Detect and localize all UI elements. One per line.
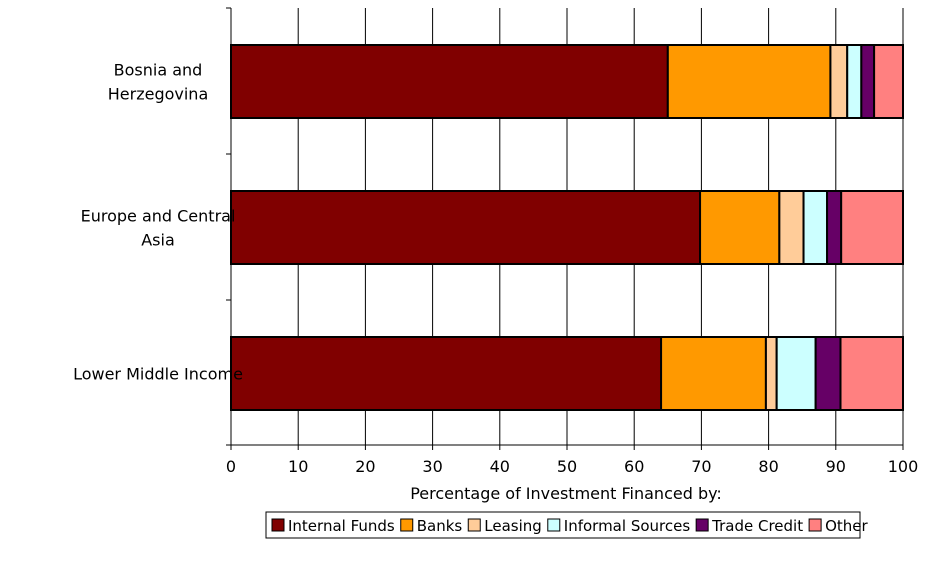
bar-segment-internal-funds: [230, 44, 669, 119]
bar-segment-banks: [699, 190, 781, 265]
bar-segment-other: [839, 336, 905, 411]
category-label: Bosnia and: [114, 61, 203, 80]
axes: [226, 7, 904, 450]
bar-segment-trade-credit: [814, 336, 842, 411]
bar-segment-trade-credit: [860, 44, 876, 119]
x-axis-title: Percentage of Investment Financed by:: [410, 484, 722, 503]
bar-segment-informal-sources: [775, 336, 817, 411]
bar-segment-informal-sources: [846, 44, 863, 119]
legend-label: Trade Credit: [711, 517, 803, 535]
legend-swatch: [467, 518, 481, 532]
x-tick-label: 60: [624, 457, 644, 476]
legend-swatch: [808, 518, 822, 532]
legend-swatch: [400, 518, 414, 532]
bar-segment-banks: [666, 44, 832, 119]
legend-label: Banks: [417, 517, 463, 535]
legend-swatch: [547, 518, 561, 532]
x-tick-label: 90: [826, 457, 846, 476]
x-tick-label: 100: [888, 457, 919, 476]
x-tick-label: 70: [691, 457, 711, 476]
x-tick-labels: 0 10 20 30 40 50 60 70 80 90 100: [226, 457, 918, 476]
bar-segment-trade-credit: [826, 190, 843, 265]
legend-label: Internal Funds: [288, 517, 395, 535]
category-labels: Bosnia and Herzegovina Europe and Central A…: [73, 61, 243, 384]
legend-label: Informal Sources: [564, 517, 691, 535]
category-label: Lower Middle Income: [73, 365, 243, 384]
x-tick-label: 0: [226, 457, 236, 476]
bar-segment-other: [840, 190, 905, 265]
x-tick-label: 10: [288, 457, 308, 476]
category-label: Asia: [141, 231, 175, 250]
x-tick-label: 30: [422, 457, 442, 476]
legend: Internal Funds Banks Leasing Informal Sourc…: [265, 511, 869, 539]
bar-segment-leasing: [764, 336, 778, 411]
bars: [230, 44, 905, 411]
legend-swatch: [695, 518, 709, 532]
bar-segment-other: [873, 44, 905, 119]
bar-segment-banks: [660, 336, 767, 411]
category-label: Europe and Central: [81, 207, 236, 226]
bar-segment-internal-funds: [230, 336, 663, 411]
x-tick-label: 20: [355, 457, 375, 476]
legend-label: Other: [825, 517, 868, 535]
legend-label: Leasing: [484, 517, 542, 535]
x-tick-label: 50: [557, 457, 577, 476]
x-tick-label: 40: [490, 457, 510, 476]
bar-segment-internal-funds: [230, 190, 702, 265]
x-tick-label: 80: [758, 457, 778, 476]
bar-segment-leasing: [829, 44, 849, 119]
legend-swatch: [271, 518, 285, 532]
category-label: Herzegovina: [108, 85, 209, 104]
bar-segment-informal-sources: [802, 190, 829, 265]
legend-box: [265, 511, 861, 539]
bar-segment-leasing: [778, 190, 805, 265]
